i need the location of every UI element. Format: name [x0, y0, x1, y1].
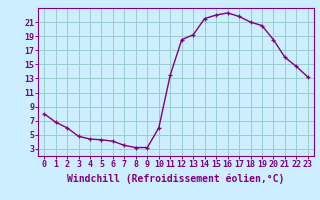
X-axis label: Windchill (Refroidissement éolien,°C): Windchill (Refroidissement éolien,°C) — [67, 173, 285, 184]
